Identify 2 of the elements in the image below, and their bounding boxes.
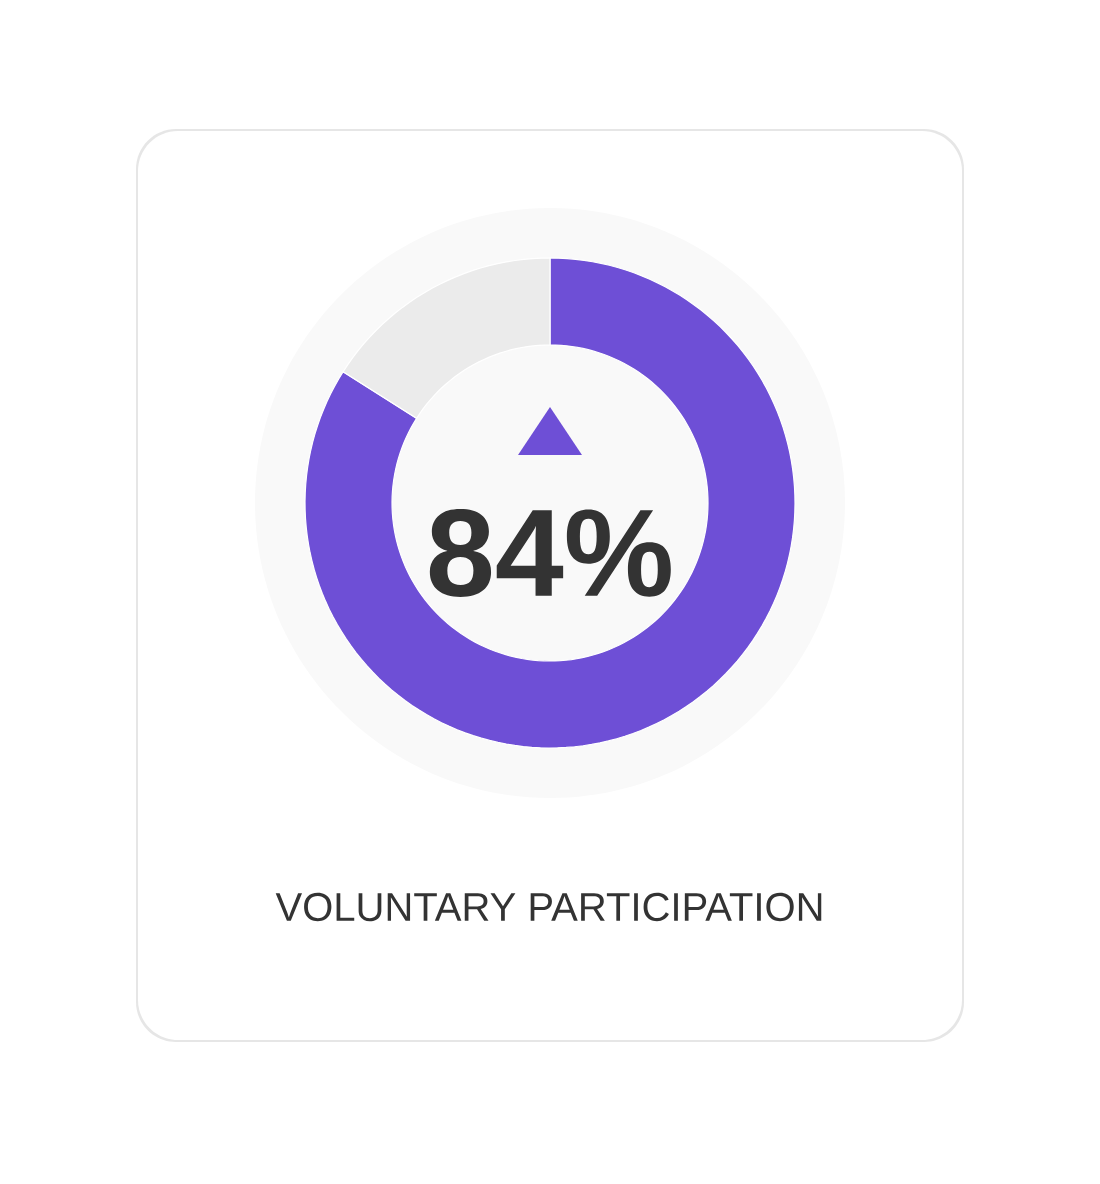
text: VOLUNTARY PARTICIPATION: [275, 892, 822, 922]
data-label: 84%: [429, 509, 671, 597]
